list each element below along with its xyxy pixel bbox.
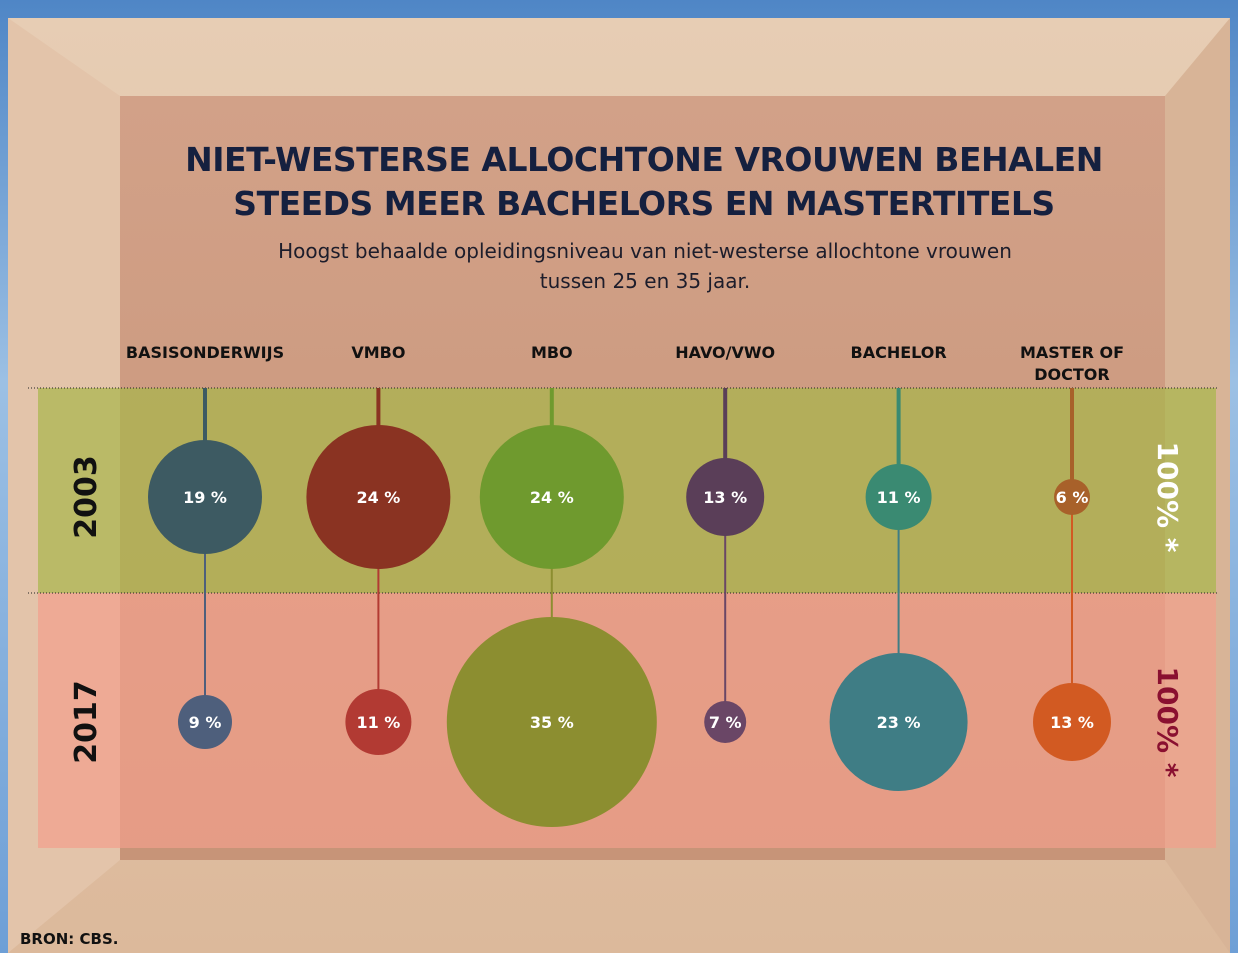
subtitle: Hoogst behaalde opleidingsniveau van nie… [250,236,1040,296]
value-label: 23 % [877,713,921,732]
value-label: 19 % [183,488,227,507]
title: NIET-WESTERSE ALLOCHTONE VROUWEN BEHALEN… [119,138,1169,226]
category-label-box: BASISONDERWIJS [145,342,265,364]
category-label-box: MASTER OF DOCTOR [1012,342,1132,386]
category-label-box: MBO [492,342,612,364]
value-label: 13 % [703,488,747,507]
year-label: 2003 [69,455,104,539]
category-label-box: VMBO [318,342,438,364]
value-label: 11 % [356,713,400,732]
total-label: 100% * [1151,442,1184,553]
category-label: MBO [531,342,573,364]
category-label-box: HAVO/VWO [665,342,785,364]
value-label: 6 % [1056,488,1089,507]
value-label: 7 % [709,713,742,732]
year-label: 2017 [69,680,104,764]
category-label: HAVO/VWO [675,342,775,364]
category-label-box: BACHELOR [839,342,959,364]
total-label: 100% * [1151,667,1184,778]
value-label: 9 % [189,713,222,732]
category-label: MASTER OF DOCTOR [1012,342,1132,386]
value-label: 35 % [530,713,574,732]
category-label: VMBO [351,342,405,364]
page: 19 % 24 % 24 % 13 % 11 % 6 % 2003 100% * 9 % 11 %… [0,0,1238,953]
value-label: 13 % [1050,713,1094,732]
category-label: BACHELOR [851,342,947,364]
category-label: BASISONDERWIJS [126,342,284,364]
value-label: 24 % [530,488,574,507]
value-label: 11 % [877,488,921,507]
source: BRON: CBS. [20,930,118,948]
value-label: 24 % [356,488,400,507]
